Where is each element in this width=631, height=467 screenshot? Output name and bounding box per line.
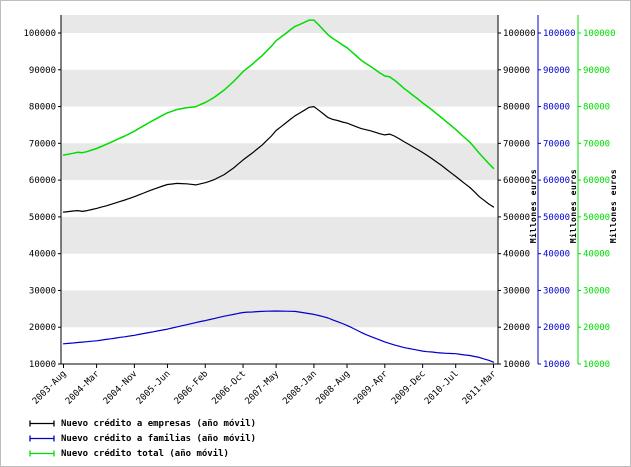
axis-label-millones-euros: Millones euros [608, 169, 618, 243]
y-tick-label: 10000 [29, 360, 56, 370]
right-tick-label: 40000 [503, 250, 530, 260]
right-tick-label: 70000 [503, 139, 530, 149]
right-tick-label: 30000 [583, 286, 610, 296]
right-tick-label: 100000 [543, 29, 576, 39]
right-tick-label: 40000 [543, 250, 570, 260]
x-tick-label: 2004-Mar [64, 369, 102, 407]
y-tick-label: 70000 [29, 139, 56, 149]
legend-item-empresas: Nuevo crédito a empresas (año móvil) [29, 417, 256, 430]
legend-line-sample-total [29, 450, 55, 457]
x-tick-label: 2008-Aug [314, 369, 352, 407]
legend-label-total: Nuevo crédito total (año móvil) [61, 448, 229, 459]
right-tick-label: 70000 [583, 139, 610, 149]
y-tick-label: 20000 [29, 323, 56, 333]
right-tick-label: 10000 [503, 360, 530, 370]
y-tick-label: 60000 [29, 176, 56, 186]
y-tick-label: 90000 [29, 66, 56, 76]
background-band [61, 216, 498, 254]
background-band [61, 143, 498, 181]
right-tick-label: 100000 [503, 29, 536, 39]
right-tick-label: 20000 [543, 323, 570, 333]
right-tick-label: 80000 [503, 103, 530, 113]
y-tick-label: 80000 [29, 103, 56, 113]
right-tick-label: 60000 [543, 176, 570, 186]
x-tick-label: 2007-May [244, 369, 282, 407]
right-tick-label: 30000 [543, 286, 570, 296]
right-tick-label: 60000 [503, 176, 530, 186]
series-line-1 [62, 310, 495, 363]
right-tick-label: 100000 [583, 29, 616, 39]
series-line-0 [62, 105, 495, 213]
background-band [61, 69, 498, 107]
right-tick-label: 10000 [583, 360, 610, 370]
legend-label-empresas: Nuevo crédito a empresas (año móvil) [61, 418, 257, 429]
legend-item-total: Nuevo crédito total (año móvil) [29, 447, 256, 460]
right-tick-label: 50000 [583, 213, 610, 223]
x-tick-label: 2008-Jan [281, 369, 319, 407]
right-tick-label: 80000 [583, 103, 610, 113]
right-tick-label: 30000 [503, 286, 530, 296]
series-line-2 [62, 19, 495, 170]
x-tick-label: 2009-Dec [390, 369, 428, 407]
x-tick-label: 2003-Aug [31, 369, 69, 407]
x-tick-label: 2011-Mar [461, 369, 499, 407]
y-tick-label: 100000 [23, 29, 56, 39]
y-tick-label: 40000 [29, 250, 56, 260]
right-tick-label: 60000 [583, 176, 610, 186]
x-tick-label: 2009-Apr [352, 369, 390, 407]
x-tick-label: 2006-Feb [173, 369, 211, 407]
x-tick-label: 2004-Nov [102, 369, 140, 407]
right-tick-label: 10000 [543, 360, 570, 370]
y-tick-label: 50000 [29, 213, 56, 223]
x-tick-label: 2010-Jul [423, 369, 461, 407]
x-tick-label: 2005-Jun [135, 369, 173, 407]
axis-label-millones-euros: Millones euros [528, 169, 538, 243]
y-tick-label: 30000 [29, 286, 56, 296]
axis-label-millones-euros: Millones euros [568, 169, 578, 243]
background-band [61, 15, 498, 33]
legend-label-familias: Nuevo crédito a familias (año móvil) [61, 433, 257, 444]
right-tick-label: 90000 [543, 66, 570, 76]
background-band [61, 290, 498, 328]
right-tick-label: 90000 [583, 66, 610, 76]
right-tick-label: 50000 [503, 213, 530, 223]
right-tick-label: 70000 [543, 139, 570, 149]
legend-line-sample-familias [29, 435, 55, 442]
chart-legend: Nuevo crédito a empresas (año móvil) Nue… [29, 417, 256, 460]
legend-line-sample-empresas [29, 420, 55, 427]
x-tick-label: 2006-Oct [210, 369, 248, 407]
right-tick-label: 90000 [503, 66, 530, 76]
right-tick-label: 20000 [503, 323, 530, 333]
right-tick-label: 50000 [543, 213, 570, 223]
legend-item-familias: Nuevo crédito a familias (año móvil) [29, 432, 256, 445]
right-tick-label: 80000 [543, 103, 570, 113]
right-tick-label: 20000 [583, 323, 610, 333]
right-tick-label: 40000 [583, 250, 610, 260]
